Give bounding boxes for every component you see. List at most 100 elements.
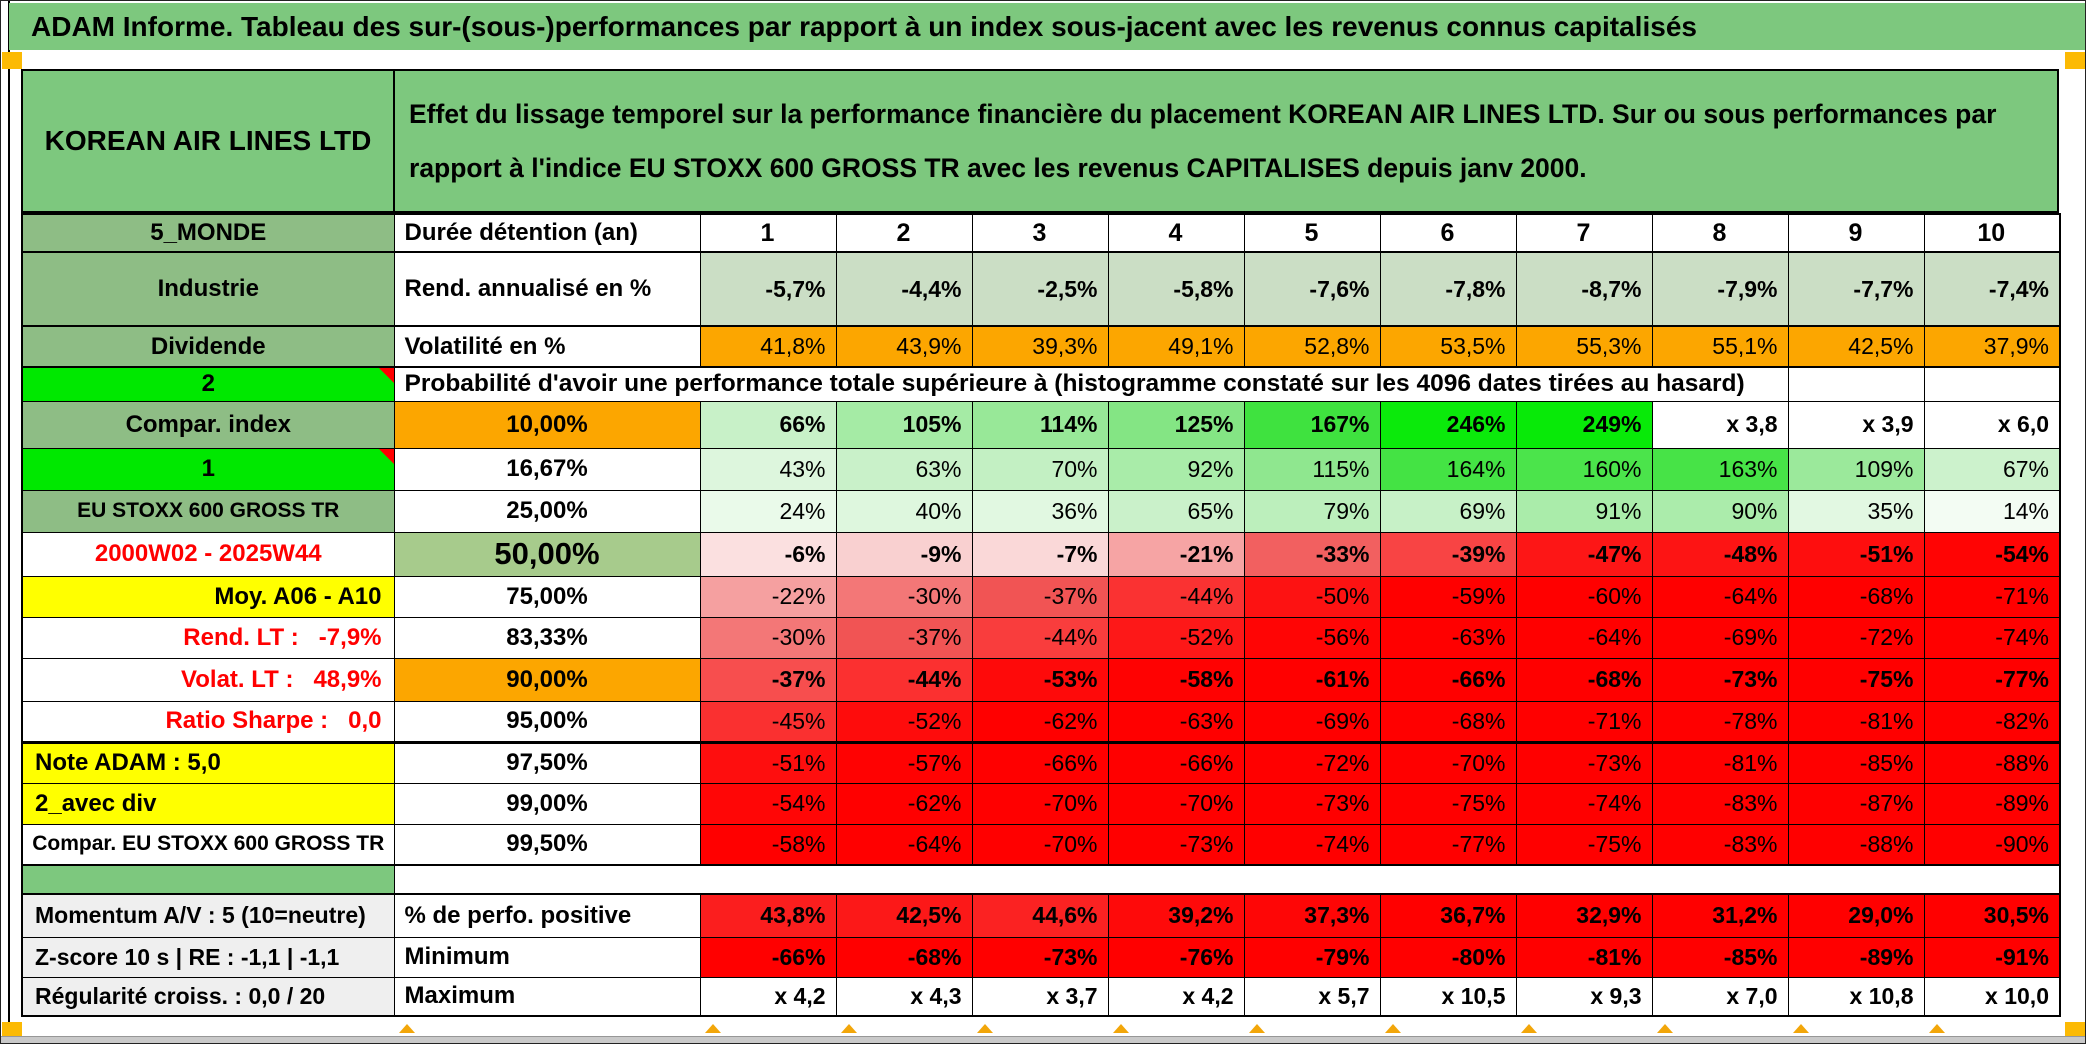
data-cell[interactable]: x 4,2 [699, 976, 837, 1017]
data-cell[interactable]: -87% [1787, 782, 1925, 825]
column-header-cell[interactable]: 10 [1923, 213, 2061, 253]
row-label-cell[interactable]: EU STOXX 600 GROSS TR [21, 489, 395, 533]
data-cell[interactable]: 14% [1923, 489, 2061, 533]
data-cell[interactable]: -66% [971, 741, 1109, 784]
data-cell[interactable]: -44% [835, 657, 973, 702]
data-cell[interactable]: -64% [1651, 575, 1789, 618]
data-cell[interactable]: -73% [971, 936, 1109, 978]
row-header-cell[interactable]: 95,00% [393, 700, 701, 744]
row-label-cell[interactable]: Note ADAM : 5,0 [21, 741, 395, 784]
data-cell[interactable]: -30% [835, 575, 973, 618]
data-cell[interactable]: -5,7% [699, 251, 837, 327]
data-cell[interactable]: -39% [1379, 531, 1517, 577]
data-cell[interactable]: -7,8% [1379, 251, 1517, 327]
data-cell[interactable]: -78% [1651, 700, 1789, 744]
data-cell[interactable]: -56% [1243, 616, 1381, 659]
data-cell[interactable]: -80% [1379, 936, 1517, 978]
data-cell[interactable]: 49,1% [1107, 325, 1245, 368]
data-cell[interactable]: 114% [971, 400, 1109, 449]
data-cell[interactable]: -75% [1515, 823, 1653, 866]
data-cell[interactable]: -88% [1787, 823, 1925, 866]
data-cell[interactable]: -91% [1923, 936, 2061, 978]
data-cell[interactable]: 69% [1379, 489, 1517, 533]
data-cell[interactable]: -74% [1923, 616, 2061, 659]
data-cell[interactable]: 37,9% [1923, 325, 2061, 368]
column-header-cell[interactable]: 1 [699, 213, 837, 253]
row-label-cell[interactable]: Régularité croiss. : 0,0 / 20 [21, 976, 395, 1017]
data-cell[interactable]: -61% [1243, 657, 1381, 702]
row-header-cell[interactable]: 25,00% [393, 489, 701, 533]
data-cell[interactable]: -72% [1787, 616, 1925, 659]
row-header-cell[interactable]: 50,00% [393, 531, 701, 577]
data-cell[interactable]: -59% [1379, 575, 1517, 618]
data-cell[interactable]: 53,5% [1379, 325, 1517, 368]
row-header-cell[interactable]: Minimum [393, 936, 701, 978]
data-cell[interactable]: 42,5% [1787, 325, 1925, 368]
row-header-cell[interactable]: 75,00% [393, 575, 701, 618]
data-cell[interactable]: -22% [699, 575, 837, 618]
data-cell[interactable]: -75% [1379, 782, 1517, 825]
row-header-cell[interactable]: 16,67% [393, 447, 701, 491]
data-cell[interactable]: -63% [1107, 700, 1245, 744]
data-cell[interactable]: 167% [1243, 400, 1381, 449]
data-cell[interactable]: -53% [971, 657, 1109, 702]
data-cell[interactable]: x 5,7 [1243, 976, 1381, 1017]
data-cell[interactable]: 105% [835, 400, 973, 449]
data-cell[interactable]: -44% [971, 616, 1109, 659]
data-cell[interactable]: -85% [1787, 741, 1925, 784]
row-label-cell[interactable]: 1 [21, 447, 395, 491]
row-label-cell[interactable] [21, 864, 395, 895]
data-cell[interactable]: -7,4% [1923, 251, 2061, 327]
column-header-cell[interactable]: 4 [1107, 213, 1245, 253]
data-cell[interactable]: 79% [1243, 489, 1381, 533]
data-cell[interactable]: -7,6% [1243, 251, 1381, 327]
row-label-cell[interactable]: Compar. EU STOXX 600 GROSS TR [21, 823, 395, 866]
data-cell[interactable]: -45% [699, 700, 837, 744]
data-cell[interactable]: -81% [1651, 741, 1789, 784]
data-cell[interactable]: 43% [699, 447, 837, 491]
data-cell[interactable]: -44% [1107, 575, 1245, 618]
data-cell[interactable]: -21% [1107, 531, 1245, 577]
data-cell[interactable]: 66% [699, 400, 837, 449]
data-cell[interactable]: 44,6% [971, 893, 1109, 938]
data-cell[interactable]: -71% [1515, 700, 1653, 744]
data-cell[interactable]: -37% [699, 657, 837, 702]
data-cell[interactable]: -79% [1243, 936, 1381, 978]
data-cell[interactable]: -70% [1107, 782, 1245, 825]
data-cell[interactable] [1787, 366, 1925, 402]
data-cell[interactable]: -63% [1379, 616, 1517, 659]
data-cell[interactable]: -74% [1515, 782, 1653, 825]
data-cell[interactable]: -52% [1107, 616, 1245, 659]
data-cell[interactable]: -66% [1107, 741, 1245, 784]
data-cell[interactable]: -69% [1651, 616, 1789, 659]
column-header-cell[interactable]: 6 [1379, 213, 1517, 253]
data-cell[interactable]: 115% [1243, 447, 1381, 491]
data-cell[interactable]: x 3,7 [971, 976, 1109, 1017]
row-label-cell[interactable]: Moy. A06 - A10 [21, 575, 395, 618]
data-cell[interactable]: -73% [1107, 823, 1245, 866]
data-cell[interactable]: -51% [1787, 531, 1925, 577]
data-cell[interactable]: 43,8% [699, 893, 837, 938]
data-cell[interactable]: 55,1% [1651, 325, 1789, 368]
data-cell[interactable]: 35% [1787, 489, 1925, 533]
data-cell[interactable]: x 4,3 [835, 976, 973, 1017]
data-cell[interactable]: -60% [1515, 575, 1653, 618]
data-cell[interactable]: x 10,0 [1923, 976, 2061, 1017]
data-cell[interactable]: -9% [835, 531, 973, 577]
row-header-cell[interactable]: 10,00% [393, 400, 701, 449]
data-cell[interactable]: x 10,8 [1787, 976, 1925, 1017]
data-cell[interactable]: x 3,9 [1787, 400, 1925, 449]
data-cell[interactable]: -52% [835, 700, 973, 744]
data-cell[interactable]: 90% [1651, 489, 1789, 533]
data-cell[interactable]: -68% [1515, 657, 1653, 702]
row-header-cell[interactable]: Rend. annualisé en % [393, 251, 701, 327]
data-cell[interactable]: -77% [1923, 657, 2061, 702]
row-label-cell[interactable]: 2_avec div [21, 782, 395, 825]
data-cell[interactable]: -90% [1923, 823, 2061, 866]
data-cell[interactable]: 164% [1379, 447, 1517, 491]
data-cell[interactable]: -74% [1243, 823, 1381, 866]
data-cell[interactable]: -89% [1923, 782, 2061, 825]
data-cell[interactable]: -37% [971, 575, 1109, 618]
data-cell[interactable]: 37,3% [1243, 893, 1381, 938]
data-cell[interactable]: -81% [1787, 700, 1925, 744]
